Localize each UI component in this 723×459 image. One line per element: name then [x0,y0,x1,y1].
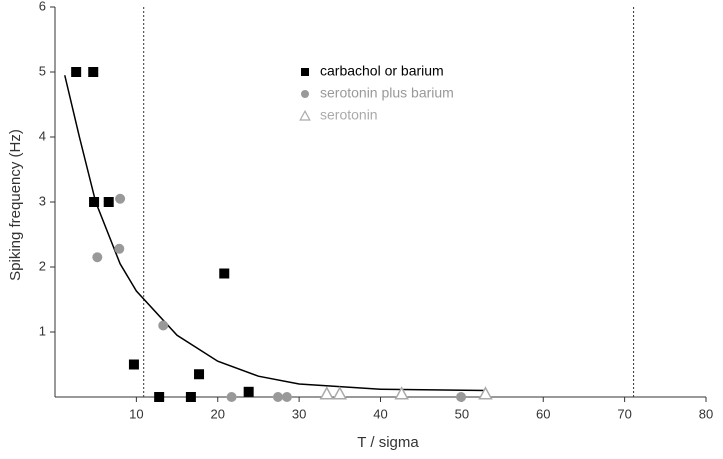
x-tick-label: 20 [211,406,225,421]
data-point [478,386,493,400]
data-point [185,392,196,402]
data-point [272,392,283,402]
y-tick-label: 1 [39,323,46,338]
x-tick-label: 50 [455,406,469,421]
legend-marker [301,90,309,98]
data-point [71,67,82,77]
data-point [89,197,100,207]
x-tick-label: 10 [129,406,143,421]
data-point [456,392,467,402]
y-axis-label: Spiking frequency (Hz) [7,129,24,281]
data-point [194,369,205,380]
data-point [226,392,237,402]
y-tick-label: 2 [39,258,46,273]
data-point [281,392,292,402]
legend-marker [301,68,309,76]
legend-label: serotonin plus barium [320,85,454,101]
data-point [219,268,230,279]
x-tick-label: 60 [536,406,550,421]
data-point [115,193,126,204]
data-point [103,197,114,207]
fit-curve [64,75,487,392]
data-point [114,243,125,254]
data-point [128,359,139,370]
x-tick-label: 30 [292,406,306,421]
legend-label: serotonin [320,107,378,123]
y-tick-label: 5 [39,63,46,78]
data-point [394,386,409,400]
data-point [332,386,348,400]
legend-label: carbachol or barium [320,63,444,79]
x-tick-label: 70 [617,406,631,421]
y-tick-label: 6 [39,0,46,13]
y-tick-label: 3 [39,193,46,208]
x-tick-label: 80 [699,406,713,421]
x-axis-label: T / sigma [357,434,419,451]
legend-marker [299,109,311,121]
data-point [319,386,335,400]
x-tick-label: 40 [373,406,387,421]
y-tick-label: 4 [39,128,46,143]
data-point [243,386,254,397]
data-point [88,67,99,77]
data-point [154,392,165,402]
data-point [158,320,169,331]
data-point [92,252,103,263]
